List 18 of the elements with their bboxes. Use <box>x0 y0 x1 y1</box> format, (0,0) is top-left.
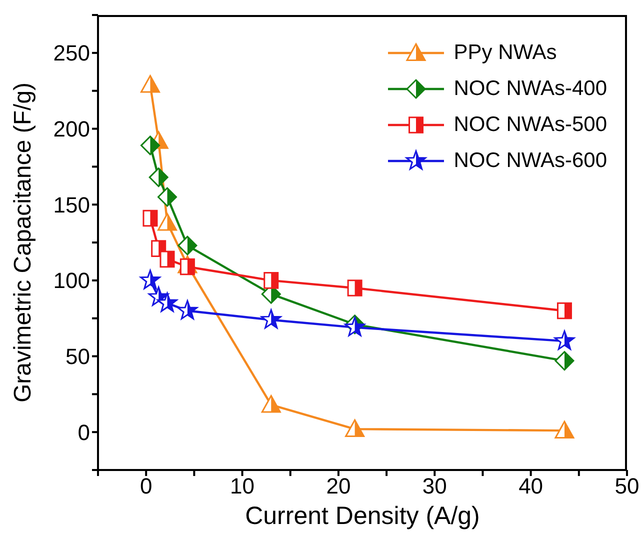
x-tick-label: 0 <box>140 474 152 499</box>
legend-label: PPy NWAs <box>454 41 557 65</box>
x-axis-title: Current Density (A/g) <box>245 502 480 530</box>
x-tick-label: 30 <box>422 474 447 499</box>
y-tick-label: 250 <box>53 40 90 66</box>
y-tick-label: 100 <box>53 268 90 294</box>
x-tick-label: 50 <box>614 474 640 499</box>
x-tick-label: 10 <box>230 474 255 499</box>
x-tick-label: 40 <box>518 474 544 499</box>
y-tick-label: 50 <box>66 344 90 370</box>
legend-label: NOC NWAs-500 <box>454 113 607 137</box>
y-tick-label: 200 <box>53 116 90 142</box>
legend-label: NOC NWAs-600 <box>454 149 607 173</box>
x-tick-label: 20 <box>326 474 351 499</box>
y-axis-title: Gravimetric Capacitance (F/g) <box>10 82 37 403</box>
legend-label: NOC NWAs-400 <box>454 77 607 101</box>
y-tick-label: 150 <box>53 192 90 218</box>
y-tick-label: 0 <box>78 420 90 445</box>
